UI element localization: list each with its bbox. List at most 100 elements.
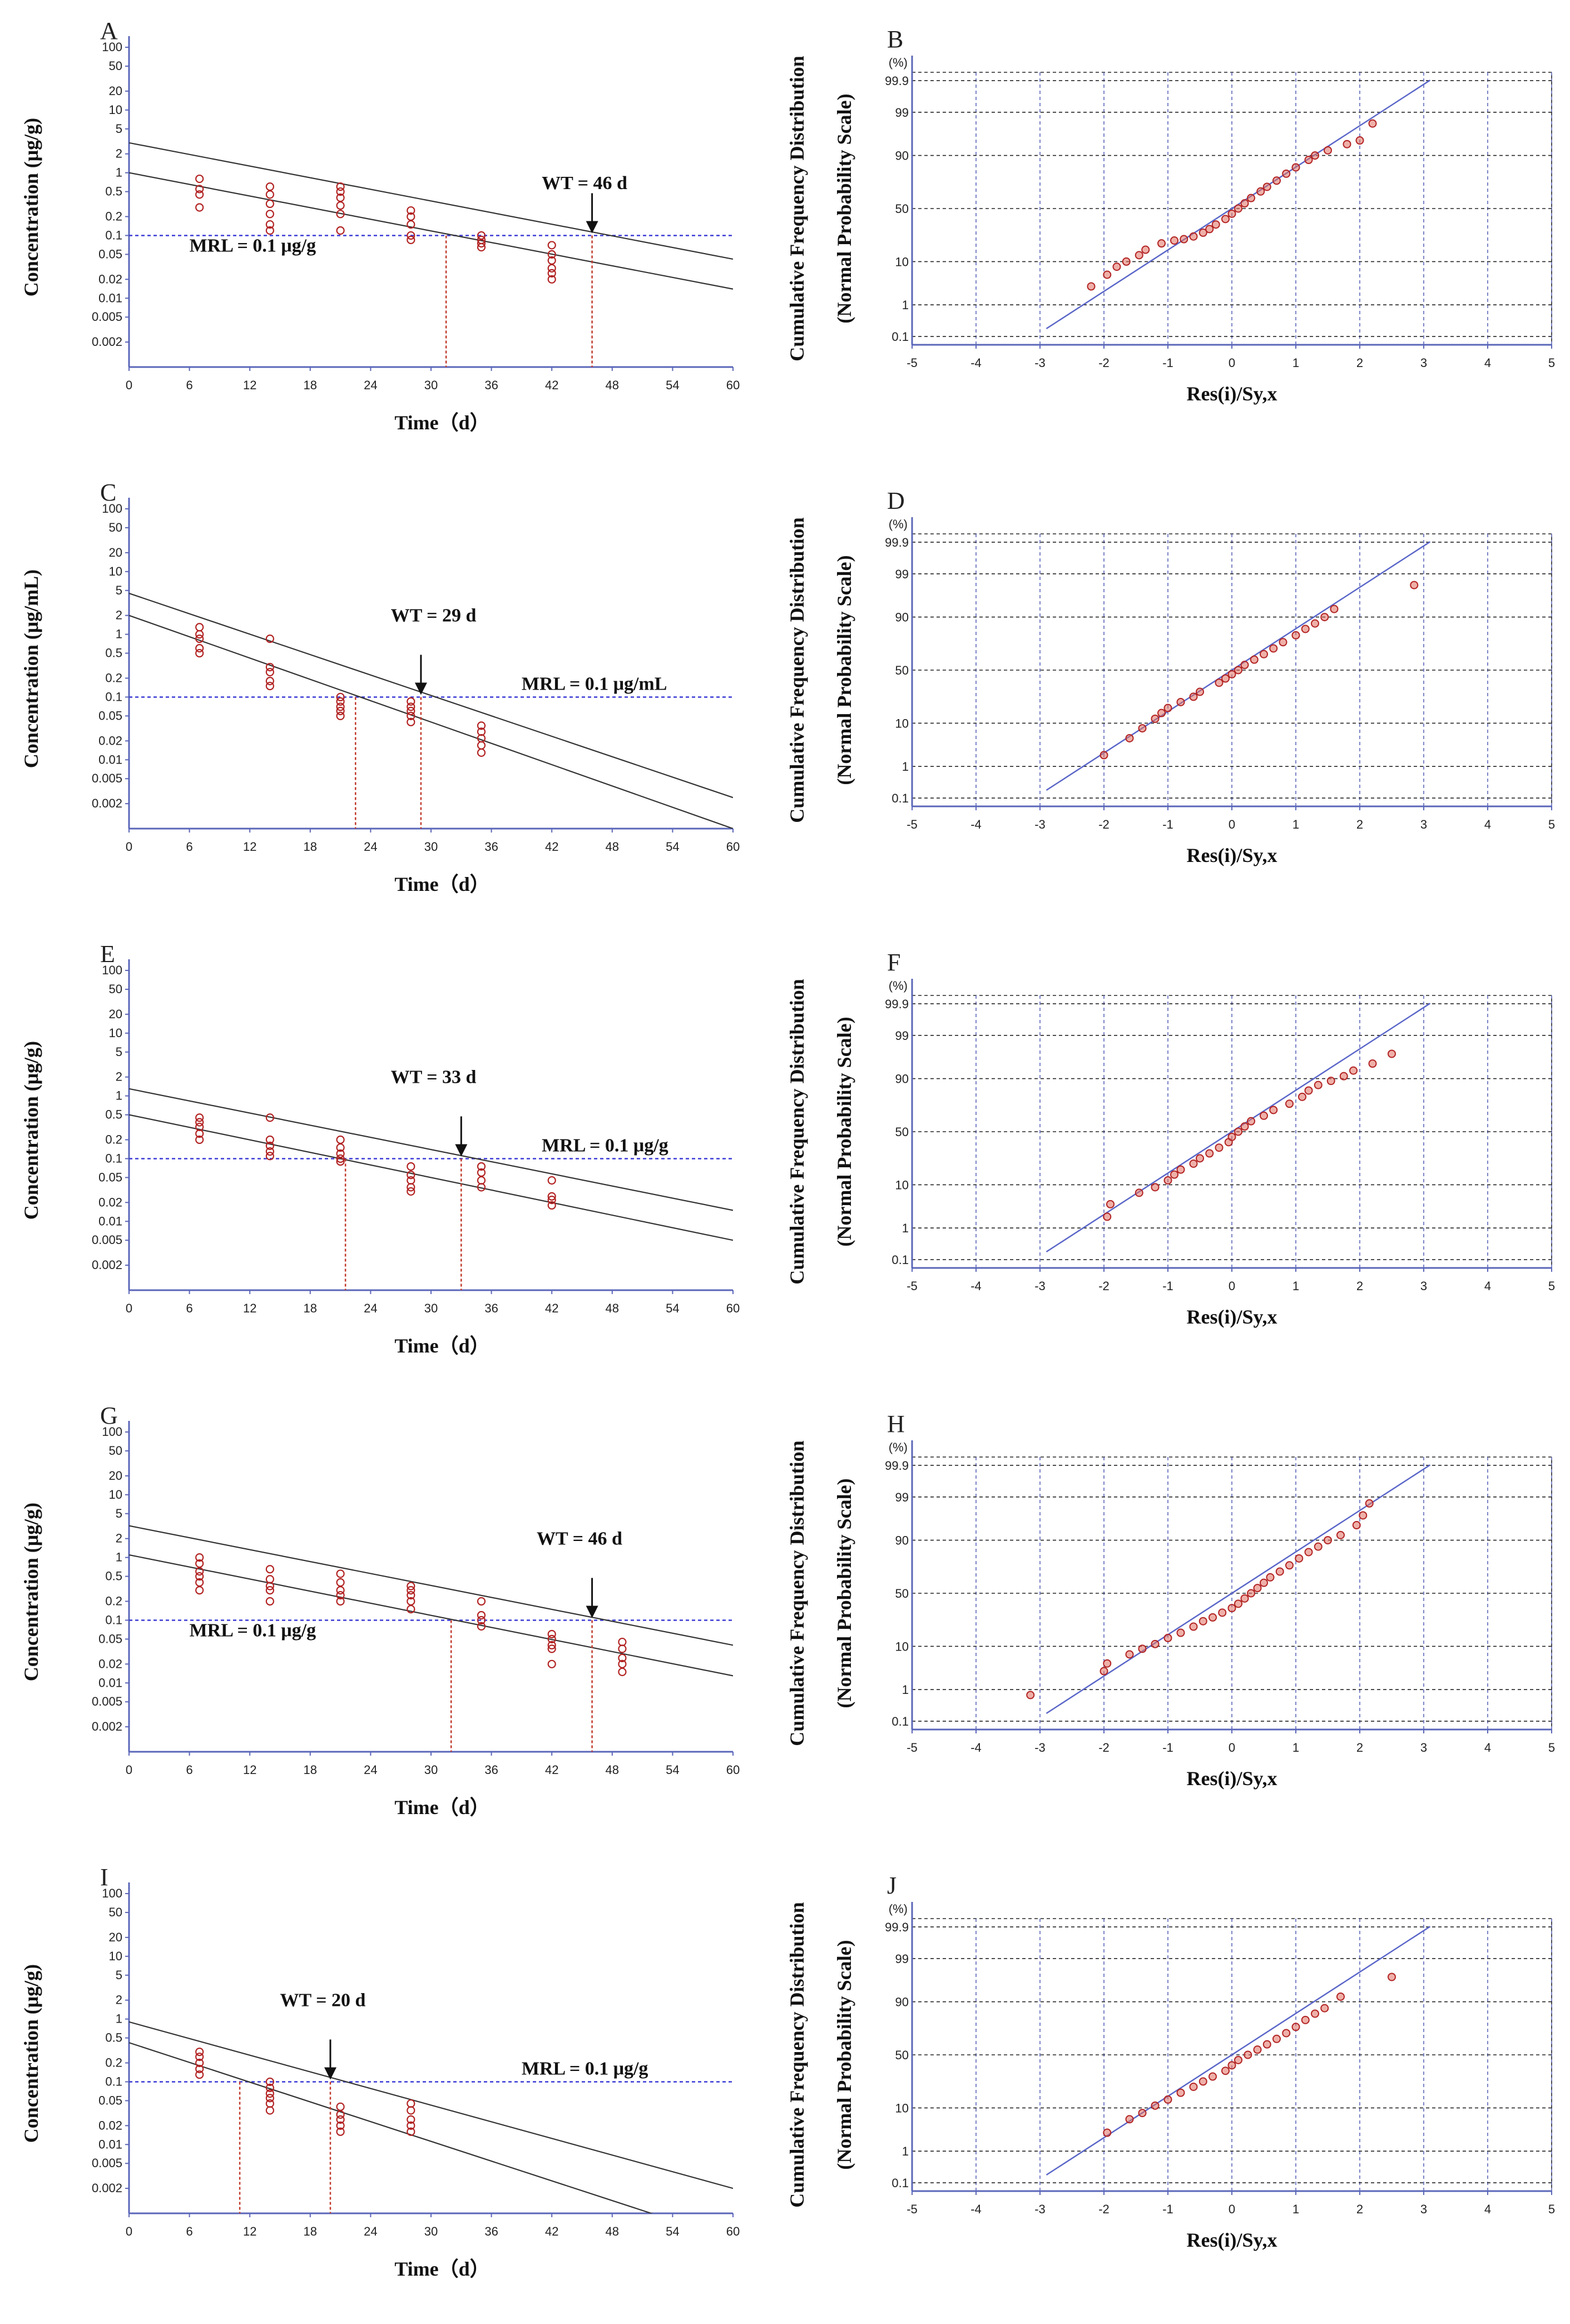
data-point	[195, 2048, 204, 2057]
regression-line	[129, 1114, 733, 1241]
y-tick-label: 99	[895, 1952, 909, 1966]
data-point	[1339, 1072, 1348, 1081]
data-point	[1227, 1132, 1236, 1141]
x-axis-title: Time（d）	[394, 412, 489, 434]
x-tick-label: -3	[1034, 1741, 1046, 1755]
y-tick-label: 99.9	[885, 997, 909, 1011]
data-point	[265, 2083, 274, 2092]
x-tick-label: 36	[484, 1763, 498, 1777]
y-tick-label: 90	[895, 1995, 909, 2009]
percent-unit-label: (%)	[889, 979, 908, 993]
data-point	[1215, 678, 1224, 687]
x-tick-label: -4	[970, 817, 982, 831]
y-axis-subtitle: (Normal Probability Scale)	[833, 93, 855, 323]
x-tick-label: -3	[1034, 356, 1046, 370]
y-tick-label: 90	[895, 1072, 909, 1086]
data-point	[1298, 1092, 1306, 1101]
data-point	[195, 174, 204, 184]
y-tick-label: 0.1	[892, 1253, 909, 1267]
data-point	[195, 648, 204, 658]
y-tick-label: 90	[895, 611, 909, 625]
mrl-label: MRL = 0.1 μg/mL	[522, 674, 667, 695]
data-point	[265, 634, 274, 643]
data-point	[265, 182, 274, 191]
x-tick-label: 12	[243, 378, 256, 392]
data-point	[336, 711, 345, 721]
x-tick-label: 1	[1292, 356, 1299, 370]
data-point	[1324, 1536, 1332, 1545]
x-axis-title: Time（d）	[394, 1335, 489, 1357]
data-point	[477, 1616, 486, 1625]
y-tick-label: 0.005	[92, 2156, 122, 2170]
y-tick-label: 1	[902, 760, 909, 774]
x-tick-label: 0	[1229, 1741, 1235, 1755]
x-tick-label: 42	[545, 2224, 558, 2238]
y-tick-label: 99.9	[885, 74, 909, 88]
fit-lines	[129, 592, 733, 829]
y-tick-label: 50	[895, 2048, 909, 2062]
y-tick-label: 20	[109, 84, 122, 98]
data-point	[1163, 1633, 1172, 1642]
y-tick-label: 50	[109, 1905, 122, 1919]
x-tick-label: -1	[1162, 356, 1173, 370]
data-point	[1314, 1081, 1323, 1089]
data-point	[1279, 638, 1287, 647]
data-point	[1141, 245, 1150, 254]
x-tick-label: 48	[606, 2224, 619, 2238]
x-tick-label: 0	[126, 2224, 132, 2238]
data-point	[1262, 182, 1271, 191]
y-tick-label: 10	[895, 1639, 909, 1653]
y-tick-label: 99	[895, 1490, 909, 1504]
data-point	[1275, 1567, 1284, 1576]
y-tick-label: 1	[902, 298, 909, 312]
data-point	[1349, 1066, 1358, 1075]
mrl-label: MRL = 0.1 μg/g	[542, 1136, 668, 1156]
y-tick-label: 0.005	[92, 1233, 122, 1247]
x-tick-label: 18	[304, 2224, 317, 2238]
mrl-label: MRL = 0.1 μg/g	[190, 236, 316, 256]
panel-letter: C	[100, 479, 116, 506]
data-point	[336, 697, 345, 706]
data-point	[195, 1572, 204, 1581]
x-axis-title: Time（d）	[394, 873, 489, 895]
data-point	[1247, 194, 1255, 202]
data-point	[1163, 703, 1172, 712]
data-point	[618, 1637, 627, 1647]
y-tick-label: 99.9	[885, 1920, 909, 1934]
y-tick-label: 99	[895, 567, 909, 581]
data-point	[195, 203, 204, 212]
y-tick-label: 0.2	[105, 2055, 122, 2069]
data-point	[1157, 239, 1166, 248]
y-tick-label: 0.1	[892, 330, 909, 344]
data-point	[1244, 2050, 1252, 2059]
y-tick-label: 100	[102, 1886, 122, 1900]
data-point	[1138, 1644, 1147, 1653]
data-point	[407, 717, 415, 726]
x-tick-label: 0	[1229, 1279, 1235, 1293]
x-tick-label: -3	[1034, 2202, 1046, 2216]
data-point	[1272, 176, 1281, 185]
panel-d: D 99.9 99 90 50 10 1 0.1 (%) -5 -4 -3 -2 -1 0 1 2 3 4 5 Res(…	[786, 487, 1555, 866]
data-point	[1218, 1608, 1227, 1617]
y-tick-label: 99.9	[885, 1459, 909, 1473]
fit-lines	[129, 142, 733, 290]
regression-line	[129, 615, 733, 829]
y-tick-label: 0.002	[92, 335, 122, 349]
data-point	[1256, 187, 1265, 196]
y-tick-label: 0.01	[98, 2137, 122, 2151]
data-point	[407, 711, 415, 721]
data-point	[407, 2121, 415, 2130]
normal-reference-line	[1046, 1464, 1431, 1714]
y-tick-label: 0.1	[105, 228, 122, 242]
data-point	[195, 185, 204, 194]
data-point	[336, 702, 345, 711]
y-axis-title: Cumulative Frequency Distribution	[786, 1440, 808, 1746]
data-point	[1176, 1628, 1185, 1637]
x-tick-label: 60	[726, 1763, 740, 1777]
y-tick-label: 0.5	[105, 1569, 122, 1583]
y-tick-label: 0.02	[98, 272, 122, 286]
x-tick-label: 4	[1484, 1741, 1491, 1755]
data-point	[1234, 1599, 1242, 1608]
y-tick-label: 0.02	[98, 1657, 122, 1671]
x-tick-label: 2	[1356, 817, 1363, 831]
